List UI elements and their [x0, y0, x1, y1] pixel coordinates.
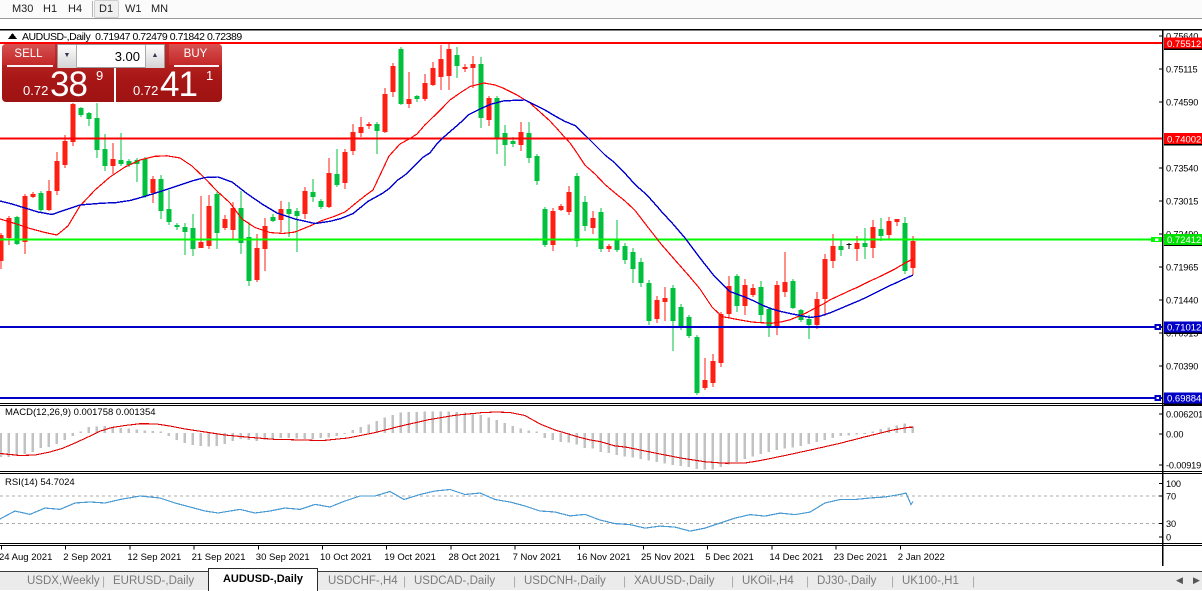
svg-text:28 Oct 2021: 28 Oct 2021: [448, 552, 500, 563]
svg-text:5 Dec 2021: 5 Dec 2021: [705, 552, 754, 563]
svg-text:12 Sep 2021: 12 Sep 2021: [127, 552, 181, 563]
svg-text:0.75115: 0.75115: [1166, 64, 1198, 74]
svg-text:0.75640: 0.75640: [1166, 31, 1198, 41]
svg-text:2 Jan 2022: 2 Jan 2022: [898, 552, 945, 563]
svg-text:MACD(12,26,9) 0.001758 0.00135: MACD(12,26,9) 0.001758 0.001354: [5, 407, 156, 418]
svg-text:0.70390: 0.70390: [1166, 361, 1198, 371]
svg-text:0.73540: 0.73540: [1166, 163, 1198, 173]
svg-text:16 Nov 2021: 16 Nov 2021: [577, 552, 631, 563]
svg-text:70: 70: [1166, 491, 1176, 501]
svg-text:0.71012: 0.71012: [1167, 323, 1201, 334]
svg-text:2 Sep 2021: 2 Sep 2021: [63, 552, 112, 563]
svg-text:25 Nov 2021: 25 Nov 2021: [641, 552, 695, 563]
svg-text:0: 0: [1166, 532, 1171, 542]
svg-text:0.00: 0.00: [1166, 429, 1183, 439]
svg-text:-0.00919: -0.00919: [1166, 460, 1201, 470]
svg-text:AUDUSD-,Daily 0.71947 0.72479: AUDUSD-,Daily 0.71947 0.72479 0.71842 0.…: [22, 31, 242, 43]
svg-text:0.75512: 0.75512: [1167, 39, 1201, 50]
svg-text:0.006201: 0.006201: [1166, 409, 1202, 419]
svg-text:19 Oct 2021: 19 Oct 2021: [384, 552, 436, 563]
svg-text:0.69884: 0.69884: [1167, 394, 1201, 405]
svg-text:0.71965: 0.71965: [1166, 262, 1198, 272]
svg-text:24 Aug 2021: 24 Aug 2021: [0, 552, 52, 563]
svg-text:23 Dec 2021: 23 Dec 2021: [834, 552, 888, 563]
svg-text:10 Oct 2021: 10 Oct 2021: [320, 552, 372, 563]
svg-text:0.74002: 0.74002: [1167, 134, 1201, 145]
svg-text:30: 30: [1166, 519, 1176, 529]
svg-text:RSI(14) 54.7024: RSI(14) 54.7024: [5, 477, 75, 488]
svg-text:0.73015: 0.73015: [1166, 196, 1198, 206]
svg-text:14 Dec 2021: 14 Dec 2021: [769, 552, 823, 563]
svg-text:0.74590: 0.74590: [1166, 97, 1198, 107]
svg-text:100: 100: [1166, 479, 1181, 489]
svg-text:21 Sep 2021: 21 Sep 2021: [192, 552, 246, 563]
svg-text:30 Sep 2021: 30 Sep 2021: [256, 552, 310, 563]
svg-text:7 Nov 2021: 7 Nov 2021: [513, 552, 562, 563]
svg-text:0.72412: 0.72412: [1167, 235, 1201, 246]
svg-text:0.71440: 0.71440: [1166, 295, 1198, 305]
